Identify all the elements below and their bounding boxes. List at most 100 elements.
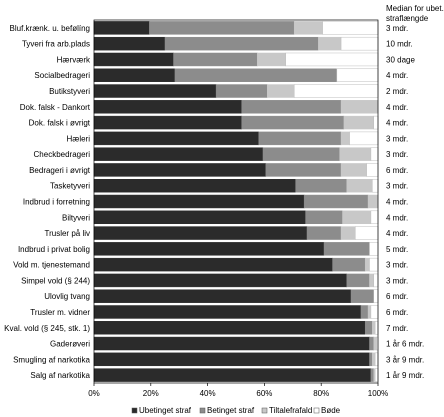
x-tick-label: 0%	[88, 389, 100, 398]
bar-segment-13-0	[93, 226, 308, 240]
median-label: 4 mdr.	[386, 198, 408, 207]
category-label: Hæleri	[66, 134, 90, 143]
category-label: Vold m. tjenestemand	[13, 261, 90, 270]
bar-segment-7-2	[340, 131, 350, 146]
bar-segment-21-0	[93, 352, 370, 367]
category-label: Tasketyveri	[50, 182, 90, 191]
bar-segment-18-0	[93, 305, 362, 319]
bar-segment-4-1	[215, 84, 268, 98]
bar-segment-5-0	[93, 100, 242, 114]
bar-segment-20-1	[369, 336, 374, 351]
median-label: 3 mdr.	[386, 24, 408, 33]
legend-swatch-3	[313, 407, 320, 414]
bar-segment-16-0	[93, 273, 348, 288]
bar-segment-15-0	[93, 257, 333, 272]
bar-segment-21-3	[374, 352, 379, 367]
bar-segment-3-3	[336, 68, 379, 82]
x-tick-label: 20%	[143, 389, 159, 398]
bar-segment-11-1	[303, 194, 369, 209]
legend-label-1: Betinget straf	[207, 406, 255, 415]
bar-segment-2-2	[257, 52, 286, 67]
category-label: Bedrageri i øvrigt	[29, 166, 91, 175]
category-label: Indbrud i forretning	[23, 198, 90, 207]
bar-segment-10-3	[372, 178, 379, 193]
bar-segment-9-1	[265, 163, 342, 177]
median-label: 4 mdr.	[386, 71, 408, 80]
bar-segment-20-0	[93, 336, 370, 351]
bar-segment-15-3	[369, 257, 379, 272]
bar-segment-8-2	[339, 147, 372, 161]
bar-segment-21-2	[372, 352, 376, 367]
x-axis: 0% 20% 40% 60% 80% 100%	[88, 19, 388, 398]
median-label: 2 mdr.	[386, 87, 408, 96]
category-label: Socialbedrageri	[34, 71, 90, 80]
bar-segment-11-0	[93, 194, 305, 209]
bar-segment-16-3	[373, 273, 379, 288]
median-label: 4 mdr.	[386, 229, 408, 238]
bar-segment-16-1	[346, 273, 370, 288]
bar-segment-22-1	[370, 368, 374, 382]
x-tick-label: 80%	[313, 389, 329, 398]
bar-segment-19-1	[364, 321, 373, 335]
bar-segment-1-1	[164, 36, 319, 51]
bar-segment-18-2	[367, 305, 372, 319]
bar-segment-16-2	[369, 273, 374, 288]
median-label: 7 mdr.	[386, 324, 408, 333]
median-label: 1 år 9 mdr.	[386, 371, 424, 380]
category-label: Salg af narkotika	[30, 371, 90, 380]
bar-segment-0-3	[322, 21, 379, 35]
bar-segment-14-0	[93, 242, 325, 256]
bar-segment-12-2	[342, 210, 372, 225]
bar-segment-0-1	[149, 21, 295, 35]
median-header-line-1: Median for ubet.	[386, 4, 444, 13]
bar-segment-17-3	[373, 289, 379, 303]
median-label: 3 mdr.	[386, 134, 408, 143]
median-label: 3 mdr.	[386, 150, 408, 159]
median-header: Median for ubet. straflængde	[386, 4, 444, 23]
category-label: Dok. falsk - Dankort	[20, 103, 91, 112]
bar-segment-6-1	[241, 115, 345, 130]
bar-segment-19-0	[93, 321, 366, 335]
bar-segment-9-0	[93, 163, 267, 177]
x-tick-label: 40%	[200, 389, 216, 398]
bar-segment-4-2	[266, 84, 295, 98]
legend-label-3: Bøde	[321, 406, 341, 415]
bar-segment-6-3	[373, 115, 379, 130]
bar-segment-22-3	[374, 368, 379, 382]
bar-segment-2-3	[285, 52, 379, 67]
bar-segment-20-2	[373, 336, 377, 351]
bar-segment-7-3	[349, 131, 379, 146]
bar-segment-10-1	[295, 178, 348, 193]
median-label: 6 mdr.	[386, 166, 408, 175]
bar-segment-1-0	[93, 36, 166, 51]
bar-segment-13-3	[355, 226, 379, 240]
median-label: 3 mdr.	[386, 261, 408, 270]
category-label: Simpel vold (§ 244)	[21, 276, 90, 285]
bar-segment-12-3	[370, 210, 379, 225]
x-tick-label: 100%	[368, 389, 388, 398]
median-label: 4 mdr.	[386, 213, 408, 222]
plot-frame	[93, 19, 379, 384]
bar-segment-19-2	[372, 321, 376, 335]
category-label: Smugling af narkotika	[13, 355, 90, 364]
bar-segment-8-0	[93, 147, 264, 161]
bar-segment-2-0	[93, 52, 174, 67]
x-tick-label: 60%	[256, 389, 272, 398]
category-label: Trusler på liv	[45, 229, 91, 238]
category-label: Indbrud i privat bolig	[18, 245, 90, 254]
bar-segment-9-2	[340, 163, 367, 177]
median-label: 4 mdr.	[386, 119, 408, 128]
bar-segment-3-1	[174, 68, 338, 82]
bar-segment-4-3	[293, 84, 379, 98]
category-labels: Bluf.krænk. u. befølíng Tyveri fra arb.pl…	[4, 24, 91, 380]
bar-segment-7-0	[93, 131, 259, 146]
category-label: Gaderøveri	[50, 340, 90, 349]
category-label: Hærværk	[57, 55, 91, 64]
median-label: 5 mdr.	[386, 245, 408, 254]
legend-label-0: Ubetinget straf	[139, 406, 192, 415]
bar-segment-15-2	[364, 257, 370, 272]
category-label: Tyveri fra arb.plads	[22, 40, 90, 49]
bar-segment-13-2	[340, 226, 356, 240]
category-label: Bluf.krænk. u. befølíng	[10, 24, 90, 33]
bar-segment-8-1	[262, 147, 340, 161]
